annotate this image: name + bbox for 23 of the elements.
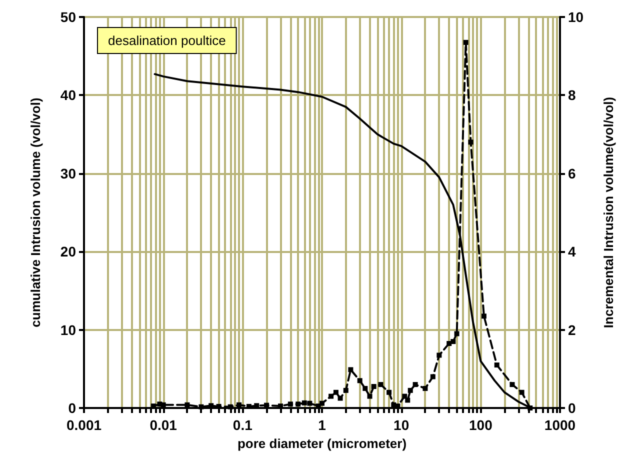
x-tick-label: 100 (468, 417, 493, 433)
y2-tick-label: 2 (568, 322, 576, 338)
y-tick-label: 40 (60, 87, 76, 104)
x-axis-title: pore diameter (micrometer) (237, 436, 407, 451)
x-tick-label: 0.1 (232, 417, 253, 433)
y-tick-label: 30 (60, 165, 76, 182)
y-tick-label: 0 (68, 400, 76, 416)
annotation: desalination poultice (108, 33, 226, 48)
y2-axis-title: Incremental Intrusion volume(vol/vol) (601, 96, 616, 328)
y-axis-title: cumulative Intrusion volume (vol/vol) (28, 98, 43, 328)
x-tick-label: 1 (318, 417, 326, 433)
y2-tick-label: 8 (568, 87, 576, 104)
y-tick-label: 50 (60, 9, 76, 25)
y-tick-label: 20 (60, 244, 76, 260)
y2-tick-label: 4 (568, 244, 576, 260)
y2-tick-label: 6 (568, 165, 576, 182)
x-tick-label: 0.001 (66, 417, 102, 433)
x-tick-label: 10 (394, 417, 410, 433)
y2-tick-label: 0 (568, 400, 576, 416)
y2-tick-label: 10 (568, 9, 584, 25)
x-tick-label: 0.01 (150, 417, 178, 433)
x-tick-label: 1000 (544, 417, 576, 433)
y-tick-label: 10 (60, 322, 76, 338)
